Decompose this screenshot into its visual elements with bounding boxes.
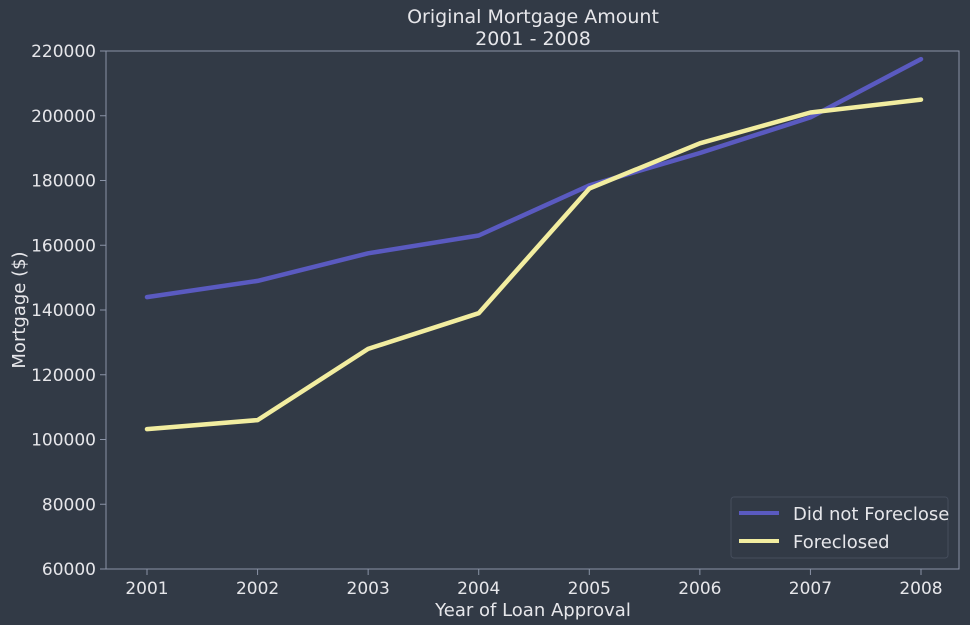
- chart-title: Original Mortgage Amount: [407, 6, 659, 28]
- y-tick-label: 160000: [31, 236, 96, 256]
- x-axis-title: Year of Loan Approval: [434, 600, 631, 621]
- legend-box: [730, 496, 949, 559]
- legend-label-foreclosed: Foreclosed: [793, 532, 890, 553]
- y-tick-label: 100000: [31, 431, 96, 451]
- series-lines: [144, 56, 924, 432]
- x-tick-label: 2002: [236, 579, 279, 599]
- y-tick-label: 220000: [31, 42, 96, 62]
- series-line-foreclosed: [144, 97, 924, 432]
- x-axis: 2001 2002 2003 2004 2005 2006 2007 2008: [125, 569, 943, 599]
- y-axis: 60000 80000 100000 120000 140000 160000 180000…: [31, 42, 106, 580]
- x-tick-label: 2004: [457, 579, 500, 599]
- y-tick-label: 200000: [31, 107, 96, 127]
- y-tick-label: 60000: [42, 560, 96, 580]
- x-tick-label: 2003: [347, 579, 390, 599]
- legend-label-did-not-foreclose: Did not Foreclose: [793, 504, 949, 525]
- y-tick-label: 120000: [31, 366, 96, 386]
- x-tick-label: 2005: [568, 579, 611, 599]
- x-tick-label: 2008: [899, 579, 942, 599]
- legend: Did not Foreclose Foreclosed: [730, 496, 949, 559]
- y-tick-label: 80000: [42, 495, 96, 515]
- plot-area-frame: [105, 50, 960, 570]
- chart-subtitle: 2001 - 2008: [475, 28, 591, 50]
- y-tick-label: 180000: [31, 172, 96, 192]
- x-tick-label: 2007: [789, 579, 832, 599]
- y-axis-title: Mortgage ($): [9, 251, 30, 368]
- x-tick-label: 2001: [125, 579, 168, 599]
- x-tick-label: 2006: [678, 579, 721, 599]
- y-tick-label: 140000: [31, 301, 96, 321]
- series-line-did-not-foreclose: [144, 56, 924, 300]
